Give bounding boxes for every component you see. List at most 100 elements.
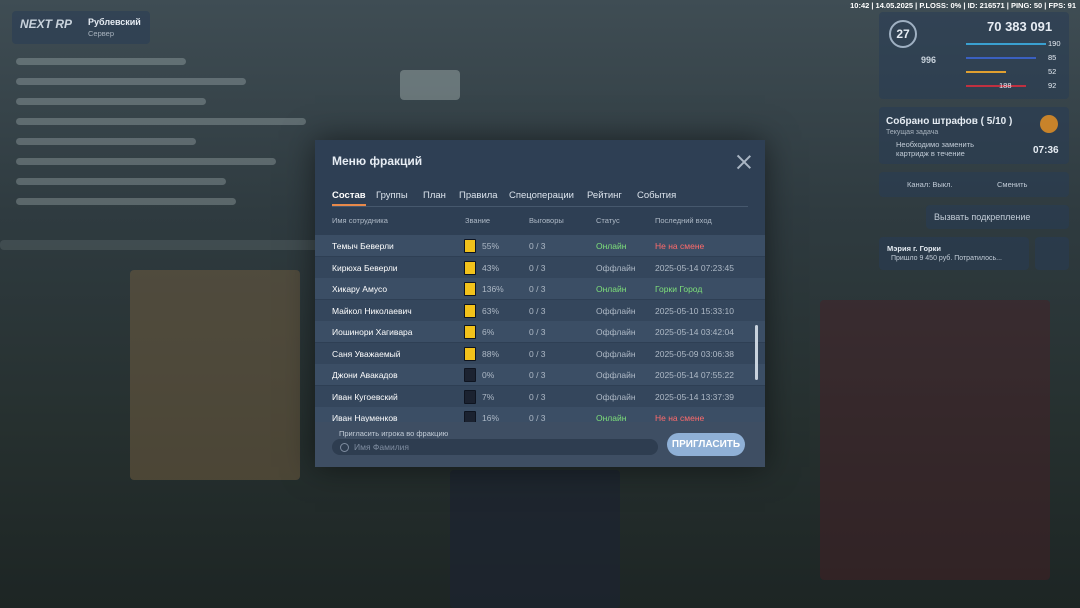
input-placeholder: Имя Фамилия xyxy=(354,442,410,452)
notification-bell[interactable] xyxy=(1035,237,1069,270)
scene-desk xyxy=(130,270,300,480)
notification: Мэрия г. Горки Пришло 9 450 руб. Потрати… xyxy=(879,237,1029,270)
last-login: 2025-05-10 15:33:10 xyxy=(655,305,734,316)
tabs: Состав Группы План Правила Спецоперации Рейти… xyxy=(332,190,748,207)
invite-button[interactable]: ПРИГЛАСИТЬ xyxy=(667,433,745,456)
last-login: 2025-05-14 03:42:04 xyxy=(655,327,734,337)
chat-line xyxy=(16,78,246,85)
member-row[interactable]: Саня Уважаемый 88% 0 / 3 Оффлайн 2025-05-09 … xyxy=(315,342,765,364)
notification-title: Мэрия г. Горки xyxy=(887,244,941,253)
warnings: 0 / 3 xyxy=(529,348,546,359)
tab[interactable]: События xyxy=(637,190,677,201)
armor-bar xyxy=(966,57,1036,59)
stat-extra: 188 xyxy=(999,81,1012,90)
member-name: Джони Авакадов xyxy=(332,370,398,380)
scrollbar[interactable] xyxy=(755,325,758,380)
tab[interactable]: Группы xyxy=(376,190,408,201)
rank-badge xyxy=(464,325,476,339)
tab[interactable]: Спецоперации xyxy=(509,190,574,201)
member-row[interactable]: Иошинори Хагивара 6% 0 / 3 Оффлайн 2025-05-1… xyxy=(315,321,765,342)
chat-line xyxy=(16,118,306,125)
last-login: 2025-05-09 03:06:38 xyxy=(655,348,734,359)
tab[interactable]: Состав xyxy=(332,190,366,206)
radio-panel: Канал: Выкл. Сменить xyxy=(879,172,1069,197)
rank-progress: 6% xyxy=(482,327,495,337)
invite-label: Пригласить игрока во фракцию xyxy=(339,429,449,438)
invite-footer: Пригласить игрока во фракцию Имя Фамилия… xyxy=(315,422,765,467)
last-login: 2025-05-14 13:37:39 xyxy=(655,391,734,402)
column-header: Звание xyxy=(465,216,491,225)
task-title: Собрано штрафов ( 5/10 ) xyxy=(886,116,1013,127)
member-name: Хикару Амусо xyxy=(332,284,388,294)
user-icon xyxy=(340,443,349,452)
rank-progress: 7% xyxy=(482,391,495,402)
warnings: 0 / 3 xyxy=(529,327,546,337)
rank-badge xyxy=(464,260,476,275)
radio-change[interactable]: Сменить xyxy=(997,180,1028,189)
warnings: 0 / 3 xyxy=(529,370,546,380)
column-header: Последний вход xyxy=(655,216,712,225)
member-row[interactable]: Иван Кугоевский 7% 0 / 3 Оффлайн 2025-05-14 … xyxy=(315,385,765,407)
rank-badge xyxy=(464,346,476,361)
member-name: Иван Науменков xyxy=(332,413,398,422)
stat: 52 xyxy=(1048,67,1057,76)
member-name: Майкол Николаевич xyxy=(332,305,412,316)
health-bar xyxy=(966,43,1046,45)
last-login: Горки Город xyxy=(655,284,703,294)
warnings: 0 / 3 xyxy=(529,241,546,251)
rank-progress: 16% xyxy=(482,413,500,422)
rank-progress: 88% xyxy=(482,348,500,359)
status: Оффлайн xyxy=(596,305,636,316)
member-row[interactable]: Кирюха Беверли 43% 0 / 3 Оффлайн 2025-05-14 … xyxy=(315,256,765,278)
scene-wall xyxy=(0,240,340,250)
close-button[interactable] xyxy=(737,155,751,169)
member-row[interactable]: Майкол Николаевич 63% 0 / 3 Оффлайн 2025-05-… xyxy=(315,299,765,321)
status: Онлайн xyxy=(596,413,627,422)
ammo: 996 xyxy=(921,55,937,65)
tab[interactable]: План xyxy=(423,190,446,201)
stat: 190 xyxy=(1048,39,1061,48)
member-row[interactable]: Иван Науменков 16% 0 / 3 Онлайн Не на смене xyxy=(315,407,765,422)
server-sub: Сервер xyxy=(88,29,115,38)
task-panel: Собрано штрафов ( 5/10 ) Текущая задача … xyxy=(879,107,1069,164)
scene-chairs xyxy=(820,300,1050,580)
status: Оффлайн xyxy=(596,370,636,380)
chat-line xyxy=(16,98,206,105)
last-login: 2025-05-14 07:23:45 xyxy=(655,262,734,273)
chat-line xyxy=(16,198,236,205)
invite-input[interactable]: Имя Фамилия xyxy=(332,439,658,455)
rank-progress: 136% xyxy=(482,284,504,294)
backup-button[interactable]: Вызвать подкрепление xyxy=(926,205,1069,229)
level: 27 xyxy=(889,20,917,48)
chat xyxy=(16,58,306,218)
member-name: Кирюха Беверли xyxy=(332,262,398,273)
member-name: Иван Кугоевский xyxy=(332,391,398,402)
server-name: Рублевский xyxy=(88,17,141,27)
tab[interactable]: Правила xyxy=(459,190,498,201)
radio-channel: Канал: Выкл. xyxy=(907,180,953,189)
member-row[interactable]: Хикару Амусо 136% 0 / 3 Онлайн Горки Город xyxy=(315,278,765,299)
task-subtitle: Текущая задача xyxy=(886,129,939,136)
server-panel: NEXT RP Рублевский Сервер xyxy=(12,11,150,44)
modal-title: Меню фракций xyxy=(332,154,423,168)
rank-progress: 63% xyxy=(482,305,500,316)
warnings: 0 / 3 xyxy=(529,391,546,402)
member-name: Иошинори Хагивара xyxy=(332,327,413,337)
warnings: 0 / 3 xyxy=(529,284,546,294)
member-name: Саня Уважаемый xyxy=(332,348,401,359)
task-icon xyxy=(1040,115,1058,133)
column-header: Выговоры xyxy=(529,216,564,225)
member-row[interactable]: Джони Авакадов 0% 0 / 3 Оффлайн 2025-05-14 0… xyxy=(315,364,765,385)
rank-progress: 43% xyxy=(482,262,500,273)
rank-badge xyxy=(464,303,476,318)
warnings: 0 / 3 xyxy=(529,262,546,273)
member-name: Темыч Беверли xyxy=(332,241,394,251)
tab[interactable]: Рейтинг xyxy=(587,190,622,201)
member-row[interactable]: Темыч Беверли 55% 0 / 3 Онлайн Не на смене xyxy=(315,235,765,256)
last-login: 2025-05-14 07:55:22 xyxy=(655,370,734,380)
column-header: Имя сотрудника xyxy=(332,216,388,225)
status: Оффлайн xyxy=(596,348,636,359)
task-text: Необходимо заменить картридж в течение xyxy=(896,140,975,158)
